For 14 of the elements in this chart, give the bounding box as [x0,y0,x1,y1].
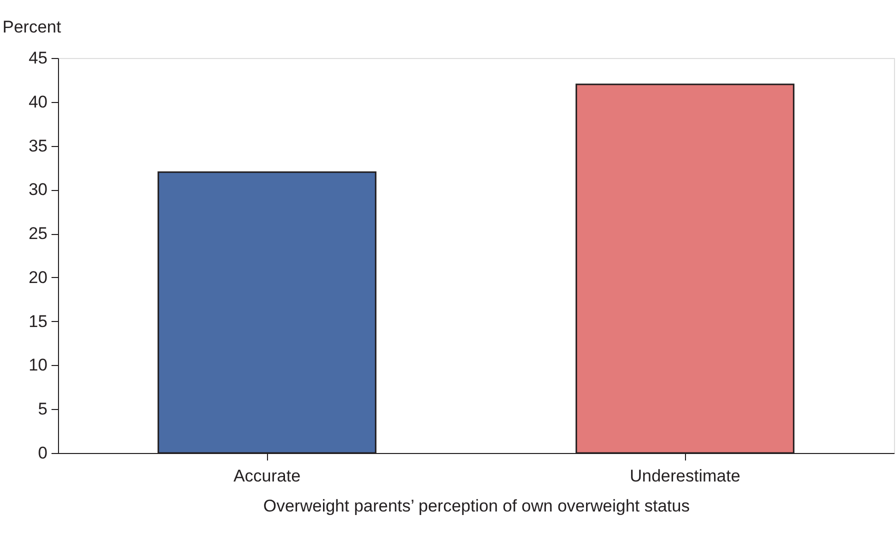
y-tick-label: 20 [28,268,48,287]
y-tick-label: 5 [38,400,48,419]
y-tick-label: 30 [28,180,48,200]
y-tick-label: 10 [28,356,48,375]
y-tick-label: 45 [28,48,48,68]
y-tick-label: 0 [38,444,48,462]
x-tick-label: Underestimate [630,466,740,486]
y-axis-title: Percent [2,18,62,36]
y-tick-label: 15 [28,312,48,331]
y-tick-label: 40 [28,92,48,112]
x-axis-title: Overweight parents’ perception of own overweight status [263,496,690,516]
y-tick-label: 35 [28,136,48,156]
y-tick-label: 25 [28,224,48,244]
x-tick-label: Accurate [233,466,301,486]
